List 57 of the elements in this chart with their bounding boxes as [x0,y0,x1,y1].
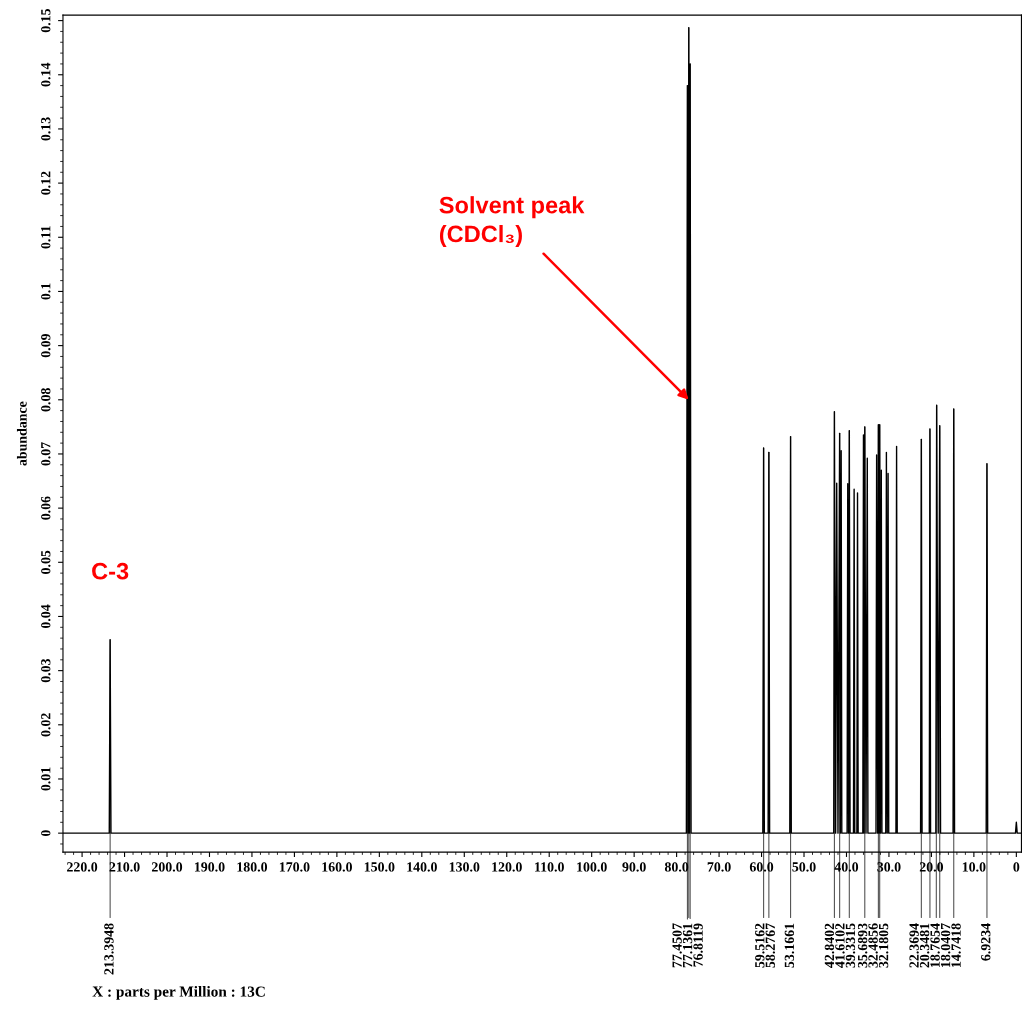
x-tick-label: 120.0 [492,862,522,872]
y-tick-label: 0.03 [41,658,51,683]
annotation: 77.1361 [682,923,693,968]
annotation: 22.3694 [909,923,919,968]
y-tick-label: 0.08 [41,388,51,412]
annotation: 18.7654 [930,923,940,967]
annotation: 35.6893 [857,923,868,968]
x-tick-label: 110.0 [535,862,564,872]
x-tick-label: 50.0 [792,862,816,872]
x-tick-label: 10.0 [962,862,986,872]
y-axis-title: abundance [16,401,27,466]
annotation: 18.0407 [940,923,951,967]
annotation: 6.9234 [981,923,991,961]
annotation: 59.5162 [755,923,765,968]
text: X : parts per Million : 13C [92,986,265,1000]
y-tick-label: 0.1 [41,283,51,300]
x-tick-label: 140.0 [407,862,437,872]
y-tick-label: 0.14 [41,62,51,87]
y-tick-label: 0.05 [41,550,51,574]
annotation: 42.8402 [824,923,835,968]
x-tick-label: 0 [1013,862,1020,872]
y-tick-label: 0.09 [41,333,51,358]
annotation: 41.6102 [835,923,845,968]
y-tick-label: 0.04 [41,604,51,629]
x-tick-label: 90.0 [622,862,646,872]
y-tick-label: 0.15 [41,8,51,33]
x-tick-label: 150.0 [364,862,395,872]
x-tick-label: 70.0 [707,862,731,872]
annotation: 213.3948 [104,923,114,975]
annotation: 14.7418 [951,923,961,967]
annotation: 20.3481 [919,923,930,968]
y-tick-label: 0.01 [41,767,51,791]
annotation: 39.3315 [845,923,856,968]
y-tick-label: 0.07 [41,442,51,466]
y-tick-label: 0.13 [41,117,51,141]
annotation: 76.8119 [693,923,703,967]
y-tick-label: 0 [41,830,51,837]
y-tick-label: 0.11 [41,226,51,249]
y-tick-label: 0.06 [41,496,51,520]
annotation: 53.1661 [784,923,795,968]
x-tick-label: 180.0 [237,862,268,872]
y-tick-label: 0.12 [41,171,51,195]
x-tick-label: 210.0 [109,862,140,872]
annotation: Solvent peak (CDCl₃) [439,196,585,248]
annotation: 58.2767 [765,923,776,968]
x-tick-label: 130.0 [449,862,480,872]
x-tick-label: 200.0 [151,862,183,872]
x-tick-label: 170.0 [279,862,310,872]
annotation: 32.4856 [868,923,878,968]
annotation: C-3 [92,562,129,580]
y-tick-label: 0.02 [41,713,51,737]
x-tick-label: 190.0 [194,862,225,872]
x-tick-label: 100.0 [577,862,607,872]
x-tick-label: 220.0 [67,862,98,872]
annotation: 32.1805 [878,923,889,968]
annotation: 77.4507 [672,923,682,968]
x-tick-label: 160.0 [322,862,352,872]
